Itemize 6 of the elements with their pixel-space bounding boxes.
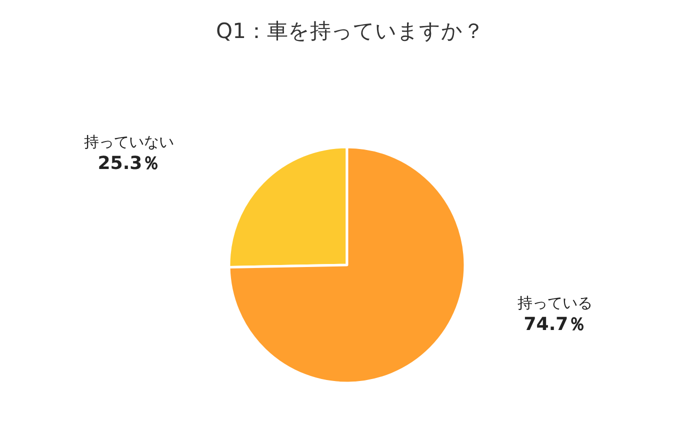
- data-label: 25.3％: [98, 153, 160, 174]
- pie-slice: [228, 146, 466, 384]
- data-label: 74.7％: [524, 314, 586, 335]
- slice-label: 持っている: [518, 294, 592, 312]
- slice-label: 持っていない: [84, 133, 174, 151]
- chart-title: Q1：車を持っていますか？: [216, 19, 484, 43]
